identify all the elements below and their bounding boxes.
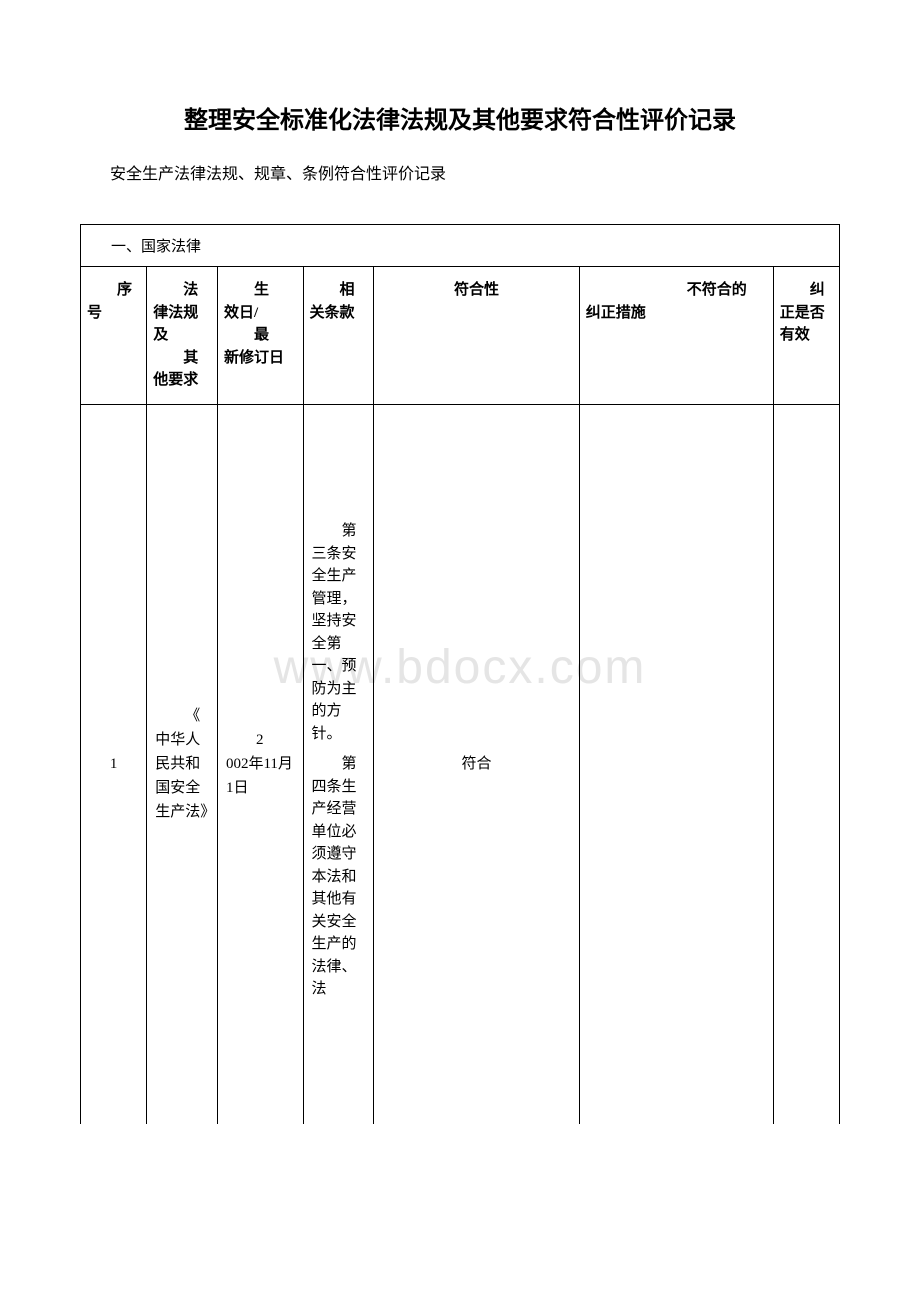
header-seq: 序号	[81, 267, 147, 405]
table-header-row: 序号 法 律法规及 其 他要求 生 效日/ 最 新修订日 相 关条款 符合性	[81, 267, 840, 405]
cell-effective	[773, 404, 839, 1124]
section-header-text: 一、国家法律	[111, 239, 201, 255]
header-clause: 相 关条款	[303, 267, 374, 405]
cell-clause: 第 三条安全生产管理，坚持安全第一、预防为主的方针。 第 四条生产经营单位必须遵…	[303, 404, 374, 1124]
subtitle: 安全生产法律法规、规章、条例符合性评价记录	[80, 160, 840, 184]
header-name: 法 律法规及 其 他要求	[147, 267, 218, 405]
header-date: 生 效日/ 最 新修订日	[217, 267, 303, 405]
compliance-table: 一、国家法律 序号 法 律法规及 其 他要求 生 效日/ 最 新修订日 相 关条…	[80, 224, 840, 1124]
header-measure: 不符合的 纠正措施	[579, 267, 773, 405]
header-compliance: 符合性	[374, 267, 579, 405]
cell-compliance: 符合	[374, 404, 579, 1124]
cell-date: 2 002年11月1日	[217, 404, 303, 1124]
section-header-cell: 一、国家法律	[81, 225, 840, 267]
section-header-row: 一、国家法律	[81, 225, 840, 267]
table-row: 1 《 中华人民共和国安全生产法》 2 002年11月1日 第 三条安全生产管理…	[81, 404, 840, 1124]
cell-name: 《 中华人民共和国安全生产法》	[147, 404, 218, 1124]
cell-seq: 1	[81, 404, 147, 1124]
cell-measure	[579, 404, 773, 1124]
header-effective: 纠 正是否有效	[773, 267, 839, 405]
content-wrapper: 整理安全标准化法律法规及其他要求符合性评价记录 安全生产法律法规、规章、条例符合…	[80, 100, 840, 1124]
page-title: 整理安全标准化法律法规及其他要求符合性评价记录	[80, 100, 840, 135]
